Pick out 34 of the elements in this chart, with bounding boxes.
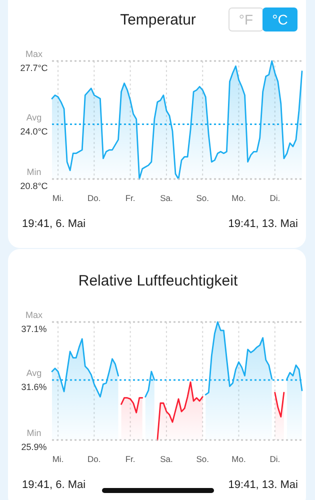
y-tick-label: 31.6% (21, 382, 47, 392)
ref-line-label: Min (26, 428, 42, 438)
y-tick-label: 20.8°C (20, 181, 48, 191)
y-tick-label: 24.0°C (20, 126, 48, 136)
text: 19:41, 13. Mai (228, 479, 298, 491)
text: °C (272, 12, 288, 28)
ref-line-label: Avg (26, 112, 42, 122)
x-tick-label: Fr. (125, 193, 136, 203)
x-tick-label: So. (196, 454, 209, 464)
x-tick-label: So. (196, 193, 209, 203)
chart-title: Temperatur (120, 12, 196, 28)
y-tick-label: 27.7°C (20, 63, 48, 73)
x-tick-label: Di. (270, 454, 280, 464)
ref-line-label: Min (26, 167, 42, 177)
text: °F (238, 12, 254, 28)
y-tick-label: 25.9% (21, 442, 47, 452)
ref-line-label: Avg (26, 368, 42, 378)
x-tick-label: Fr. (125, 454, 136, 464)
ref-line-label: Max (25, 310, 43, 320)
x-tick-label: Mi. (52, 193, 64, 203)
x-tick-label: Do. (88, 454, 101, 464)
text: 19:41, 6. Mai (22, 218, 86, 230)
text: 19:41, 6. Mai (22, 479, 86, 491)
x-tick-label: Mi. (52, 454, 64, 464)
x-tick-label: Mo. (232, 454, 246, 464)
x-tick-label: Di. (270, 193, 280, 203)
x-tick-label: Do. (88, 193, 101, 203)
chart-title: Relative Luftfeuchtigkeit (78, 272, 238, 290)
x-tick-label: Sa. (160, 454, 173, 464)
x-tick-label: Mo. (232, 193, 246, 203)
y-tick-label: 37.1% (21, 324, 47, 334)
ref-line-label: Max (25, 49, 43, 59)
x-tick-label: Sa. (160, 193, 173, 203)
text: 19:41, 13. Mai (228, 218, 298, 230)
